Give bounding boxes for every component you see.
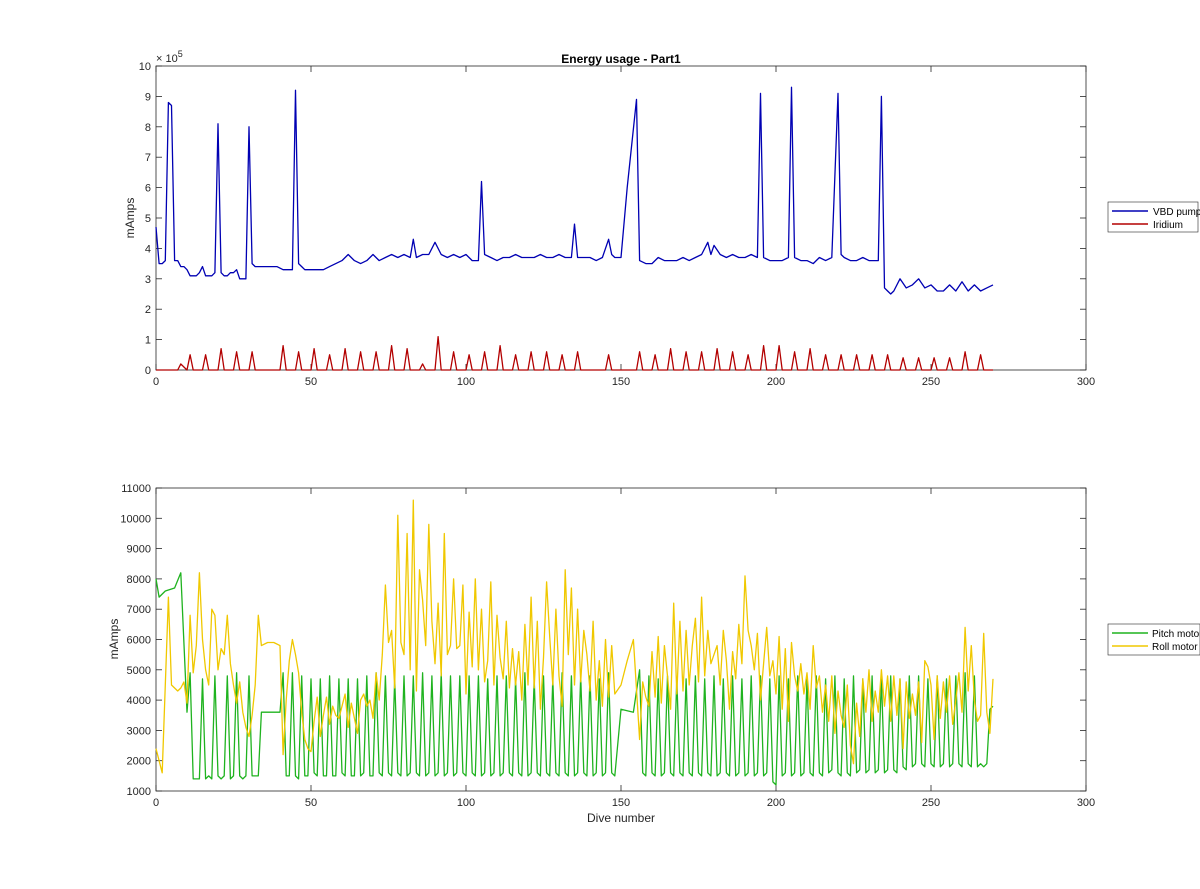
bottom-legend-label-roll-motor: Roll motor — [1152, 642, 1198, 653]
top-legend: VBD pump Iridium — [1107, 201, 1200, 233]
top-y-exponent-base: × 10 — [156, 53, 178, 65]
bottom-x-tick-label-150: 150 — [612, 797, 630, 809]
top-x-tick-label-50: 50 — [305, 376, 317, 388]
top-y-tick-label-2: 2 — [145, 304, 151, 316]
bottom-legend-label-pitch-motor: Pitch motor — [1152, 629, 1200, 640]
bottom-y-tick-label-5000: 5000 — [127, 665, 151, 677]
bottom-x-ticks: 0 50 100 150 200 250 300 — [153, 488, 1095, 809]
bottom-x-tick-label-300: 300 — [1077, 797, 1095, 809]
top-y-tick-label-8: 8 — [145, 122, 151, 134]
bottom-x-tick-label-250: 250 — [922, 797, 940, 809]
top-y-axis-label: mAmps — [123, 198, 137, 239]
bottom-y-tick-label-11000: 11000 — [121, 483, 151, 495]
top-legend-label-vbd-pump: VBD pump — [1153, 207, 1200, 218]
top-y-tick-label-9: 9 — [145, 91, 151, 103]
bottom-y-tick-label-3000: 3000 — [127, 725, 151, 737]
top-x-tick-label-100: 100 — [457, 376, 475, 388]
bottom-legend: Pitch motor Roll motor — [1107, 623, 1200, 656]
bottom-y-axis-label: mAmps — [107, 619, 121, 660]
top-y-tick-label-1: 1 — [145, 335, 151, 347]
bottom-legend-box — [1107, 623, 1200, 656]
bottom-series-line-pitch-motor — [155, 572, 994, 786]
bottom-series-line-roll-motor — [155, 499, 994, 774]
top-legend-label-iridium: Iridium — [1153, 220, 1183, 231]
top-x-tick-label-300: 300 — [1077, 376, 1095, 388]
top-series-lines — [155, 86, 994, 371]
top-y-tick-label-3: 3 — [145, 274, 151, 286]
bottom-y-ticks: 1000 2000 3000 4000 5000 6000 7000 8000 9000 1000… — [120, 483, 1086, 798]
bottom-series-lines — [155, 499, 994, 786]
top-y-tick-label-0: 0 — [145, 365, 151, 377]
top-y-tick-label-5: 5 — [145, 213, 151, 225]
bottom-y-tick-label-6000: 6000 — [127, 635, 151, 647]
bottom-y-tick-label-7000: 7000 — [127, 604, 151, 616]
top-subplot: Energy usage - Part1 mAmps × 105 0 50 100 1… — [123, 49, 1200, 388]
bottom-y-tick-label-9000: 9000 — [127, 544, 151, 556]
top-axes-box — [155, 65, 1087, 371]
bottom-x-tick-label-200: 200 — [767, 797, 785, 809]
bottom-subplot: Dive number mAmps 0 50 100 150 200 250 300 100… — [107, 483, 1200, 825]
top-series-line-vbd-pump — [155, 86, 994, 295]
top-x-tick-label-0: 0 — [153, 376, 159, 388]
top-y-tick-label-4: 4 — [145, 243, 151, 255]
top-y-tick-label-7: 7 — [145, 152, 151, 164]
bottom-x-tick-label-100: 100 — [457, 797, 475, 809]
top-x-tick-label-250: 250 — [922, 376, 940, 388]
bottom-y-tick-label-10000: 10000 — [120, 513, 151, 525]
top-y-tick-label-10: 10 — [139, 61, 151, 73]
top-legend-box — [1107, 201, 1199, 233]
top-x-tick-label-200: 200 — [767, 376, 785, 388]
bottom-y-tick-label-8000: 8000 — [127, 574, 151, 586]
bottom-y-tick-label-2000: 2000 — [127, 756, 151, 768]
top-y-tick-label-6: 6 — [145, 183, 151, 195]
top-y-exponent: × 105 — [156, 49, 183, 65]
bottom-y-tick-label-4000: 4000 — [127, 695, 151, 707]
bottom-x-tick-label-50: 50 — [305, 797, 317, 809]
top-x-ticks: 0 50 100 150 200 250 300 — [153, 66, 1095, 388]
top-x-tick-label-150: 150 — [612, 376, 630, 388]
bottom-y-tick-label-1000: 1000 — [127, 786, 151, 798]
top-y-exponent-power: 5 — [178, 49, 183, 59]
bottom-x-axis-label: Dive number — [587, 811, 655, 825]
top-series-line-iridium — [156, 335, 993, 371]
bottom-x-tick-label-0: 0 — [153, 797, 159, 809]
top-chart-title: Energy usage - Part1 — [561, 52, 681, 66]
top-y-ticks: 0 1 2 3 4 5 6 7 8 9 10 — [139, 61, 1086, 377]
bottom-axes-box — [155, 487, 1087, 792]
